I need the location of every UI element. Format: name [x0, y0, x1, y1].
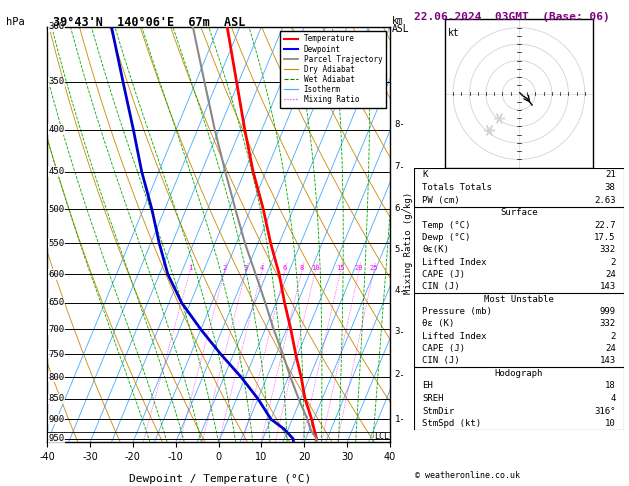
- Text: 3: 3: [394, 328, 400, 336]
- Text: 700: 700: [48, 325, 65, 334]
- Text: 24: 24: [605, 270, 616, 279]
- Text: 450: 450: [48, 167, 65, 176]
- Text: 650: 650: [48, 298, 65, 308]
- Text: 600: 600: [48, 270, 65, 279]
- Text: CIN (J): CIN (J): [422, 282, 460, 292]
- Text: 25: 25: [369, 265, 378, 271]
- Text: StmSpd (kt): StmSpd (kt): [422, 419, 481, 428]
- Text: Pressure (mb): Pressure (mb): [422, 307, 492, 316]
- Text: 500: 500: [48, 205, 65, 214]
- Text: 850: 850: [48, 394, 65, 403]
- Text: 1: 1: [187, 265, 192, 271]
- Text: CAPE (J): CAPE (J): [422, 344, 465, 353]
- Text: StmDir: StmDir: [422, 407, 455, 416]
- Text: 1: 1: [394, 415, 400, 424]
- Text: 22.06.2024  03GMT  (Base: 06): 22.06.2024 03GMT (Base: 06): [414, 12, 610, 22]
- Text: CIN (J): CIN (J): [422, 356, 460, 365]
- Text: 2: 2: [394, 370, 400, 380]
- Text: Temp (°C): Temp (°C): [422, 221, 470, 229]
- Text: Lifted Index: Lifted Index: [422, 331, 487, 341]
- Text: 6: 6: [394, 204, 400, 213]
- Text: θε(K): θε(K): [422, 245, 449, 254]
- Text: LCL: LCL: [374, 432, 389, 441]
- Text: K: K: [422, 170, 428, 179]
- Text: © weatheronline.co.uk: © weatheronline.co.uk: [415, 471, 520, 480]
- Text: 22.7: 22.7: [594, 221, 616, 229]
- Text: Hodograph: Hodograph: [495, 369, 543, 378]
- Text: 2: 2: [610, 331, 616, 341]
- Text: 10: 10: [605, 419, 616, 428]
- Text: Totals Totals: Totals Totals: [422, 183, 492, 191]
- Text: 15: 15: [337, 265, 345, 271]
- Text: 20: 20: [355, 265, 363, 271]
- Text: EH: EH: [422, 382, 433, 390]
- Text: 7: 7: [394, 162, 400, 171]
- Text: 39°43'N  140°06'E  67m  ASL: 39°43'N 140°06'E 67m ASL: [53, 16, 246, 29]
- Text: 3: 3: [244, 265, 248, 271]
- Text: km: km: [392, 16, 404, 26]
- Text: SREH: SREH: [422, 394, 444, 403]
- Text: 143: 143: [599, 282, 616, 292]
- Text: 21: 21: [605, 170, 616, 179]
- Text: Surface: Surface: [500, 208, 538, 217]
- Text: Lifted Index: Lifted Index: [422, 258, 487, 267]
- Text: 6: 6: [282, 265, 287, 271]
- Text: PW (cm): PW (cm): [422, 195, 460, 205]
- Text: Dewp (°C): Dewp (°C): [422, 233, 470, 242]
- Text: 24: 24: [605, 344, 616, 353]
- Text: 8: 8: [299, 265, 304, 271]
- Text: 800: 800: [48, 373, 65, 382]
- Text: 900: 900: [48, 415, 65, 424]
- Text: 4: 4: [394, 286, 400, 295]
- Text: 4: 4: [610, 394, 616, 403]
- Text: 2: 2: [610, 258, 616, 267]
- Text: 550: 550: [48, 239, 65, 248]
- Text: 17.5: 17.5: [594, 233, 616, 242]
- Text: 950: 950: [48, 434, 65, 443]
- Text: 400: 400: [48, 125, 65, 134]
- Text: 18: 18: [605, 382, 616, 390]
- Text: 5: 5: [394, 245, 400, 254]
- Text: 332: 332: [599, 319, 616, 329]
- Text: 999: 999: [599, 307, 616, 316]
- Text: 332: 332: [599, 245, 616, 254]
- Text: 316°: 316°: [594, 407, 616, 416]
- Text: 8: 8: [394, 120, 400, 129]
- Text: 350: 350: [48, 77, 65, 87]
- Text: 300: 300: [48, 22, 65, 31]
- Text: 4: 4: [260, 265, 264, 271]
- Text: ASL: ASL: [392, 24, 409, 35]
- Text: 143: 143: [599, 356, 616, 365]
- Text: kt: kt: [448, 28, 460, 38]
- Text: θε (K): θε (K): [422, 319, 455, 329]
- Text: 10: 10: [311, 265, 320, 271]
- Text: 2: 2: [223, 265, 226, 271]
- Text: 750: 750: [48, 349, 65, 359]
- Text: Mixing Ratio (g/kg): Mixing Ratio (g/kg): [404, 192, 413, 294]
- Text: Dewpoint / Temperature (°C): Dewpoint / Temperature (°C): [129, 473, 311, 484]
- Text: 38: 38: [605, 183, 616, 191]
- Text: CAPE (J): CAPE (J): [422, 270, 465, 279]
- Text: hPa: hPa: [6, 17, 25, 27]
- Legend: Temperature, Dewpoint, Parcel Trajectory, Dry Adiabat, Wet Adiabat, Isotherm, Mi: Temperature, Dewpoint, Parcel Trajectory…: [280, 31, 386, 108]
- Text: Most Unstable: Most Unstable: [484, 295, 554, 304]
- Text: 2.63: 2.63: [594, 195, 616, 205]
